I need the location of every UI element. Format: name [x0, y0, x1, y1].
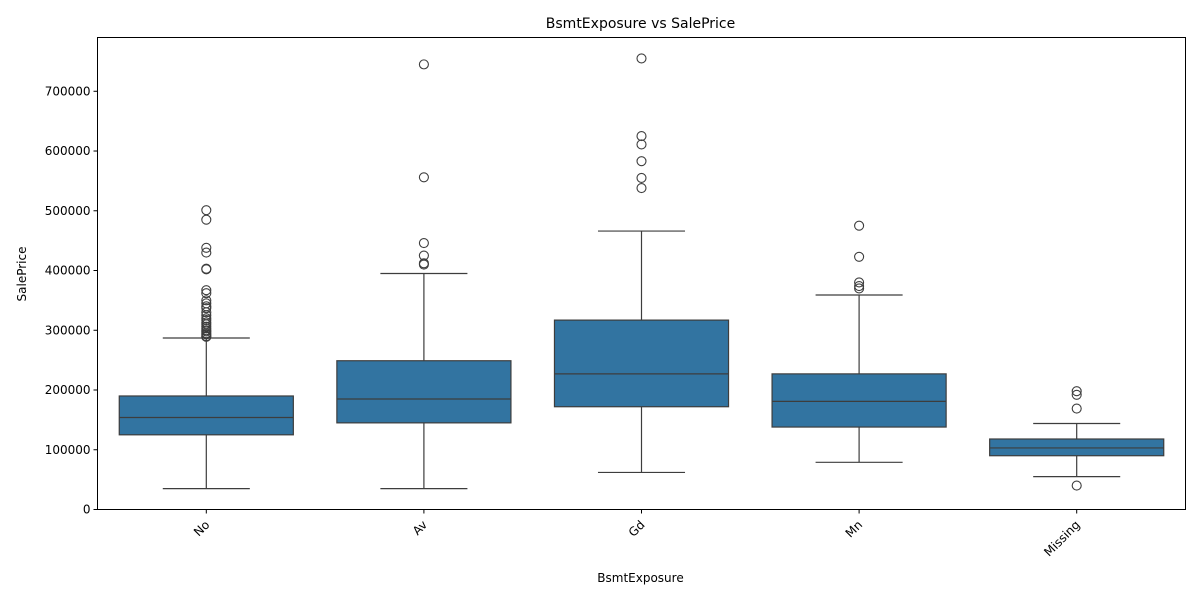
x-tick-label: Mn — [843, 518, 866, 541]
outlier-point — [636, 156, 647, 167]
outlier-point — [1071, 480, 1082, 491]
y-tick-label: 500000 — [45, 204, 91, 218]
outlier-point — [1071, 389, 1082, 400]
y-tick-label: 200000 — [45, 383, 91, 397]
outlier-point — [636, 172, 647, 183]
y-tick-label: 100000 — [45, 443, 91, 457]
plot-area — [118, 53, 1165, 491]
y-tick-label: 300000 — [45, 323, 91, 337]
y-tick-label: 700000 — [45, 84, 91, 98]
outlier-point — [636, 139, 647, 150]
outlier-point — [201, 242, 212, 253]
box-gd — [553, 53, 730, 474]
x-tick-label: Gd — [626, 518, 648, 540]
box-no — [118, 205, 294, 490]
box-av — [336, 59, 512, 490]
outlier-point — [201, 317, 212, 328]
y-tick-label: 0 — [83, 503, 91, 517]
outlier-point — [201, 288, 212, 299]
outlier-point — [854, 277, 865, 288]
outlier-point — [418, 172, 429, 183]
outlier-point — [201, 313, 212, 324]
plot-frame — [97, 37, 1186, 510]
outlier-point — [201, 205, 212, 216]
box-iqr — [553, 319, 730, 408]
outlier-point — [201, 298, 212, 309]
outlier-point — [854, 283, 865, 294]
outlier-point — [201, 247, 212, 258]
chart-title: BsmtExposure vs SalePrice — [546, 16, 735, 32]
outlier-point — [636, 53, 647, 64]
x-tick-label: Missing — [1041, 518, 1083, 560]
box-iqr — [336, 360, 512, 424]
y-axis: 0 100000 200000 300000 400000 500000 600000 700… — [45, 84, 98, 517]
y-tick-label: 600000 — [45, 144, 91, 158]
box-iqr — [771, 373, 947, 428]
x-axis-label: BsmtExposure — [597, 571, 683, 585]
outlier-point — [418, 237, 429, 249]
outlier-point — [854, 280, 865, 292]
box-iqr — [118, 395, 294, 436]
x-axis: No Av Gd Mn Missing — [191, 509, 1083, 560]
outlier-point — [636, 131, 647, 142]
outlier-point — [854, 220, 865, 231]
outlier-point — [201, 295, 212, 306]
outlier-point — [201, 301, 212, 312]
x-tick-label: Av — [410, 518, 430, 538]
outlier-point — [1071, 403, 1082, 414]
box-missing — [989, 386, 1165, 491]
outlier-point — [201, 285, 212, 296]
outlier-point — [636, 183, 647, 194]
outlier-point — [418, 258, 429, 269]
x-tick-label: No — [191, 518, 212, 539]
outlier-point — [1071, 386, 1082, 397]
outlier-point — [201, 263, 212, 274]
outlier-point — [201, 214, 212, 225]
outlier-point — [854, 251, 865, 262]
outlier-point — [201, 321, 212, 332]
y-axis-label: SalePrice — [15, 247, 29, 302]
y-tick-label: 400000 — [45, 264, 91, 278]
box-mn — [771, 220, 947, 463]
outlier-point — [418, 59, 429, 70]
outlier-point — [418, 250, 429, 261]
